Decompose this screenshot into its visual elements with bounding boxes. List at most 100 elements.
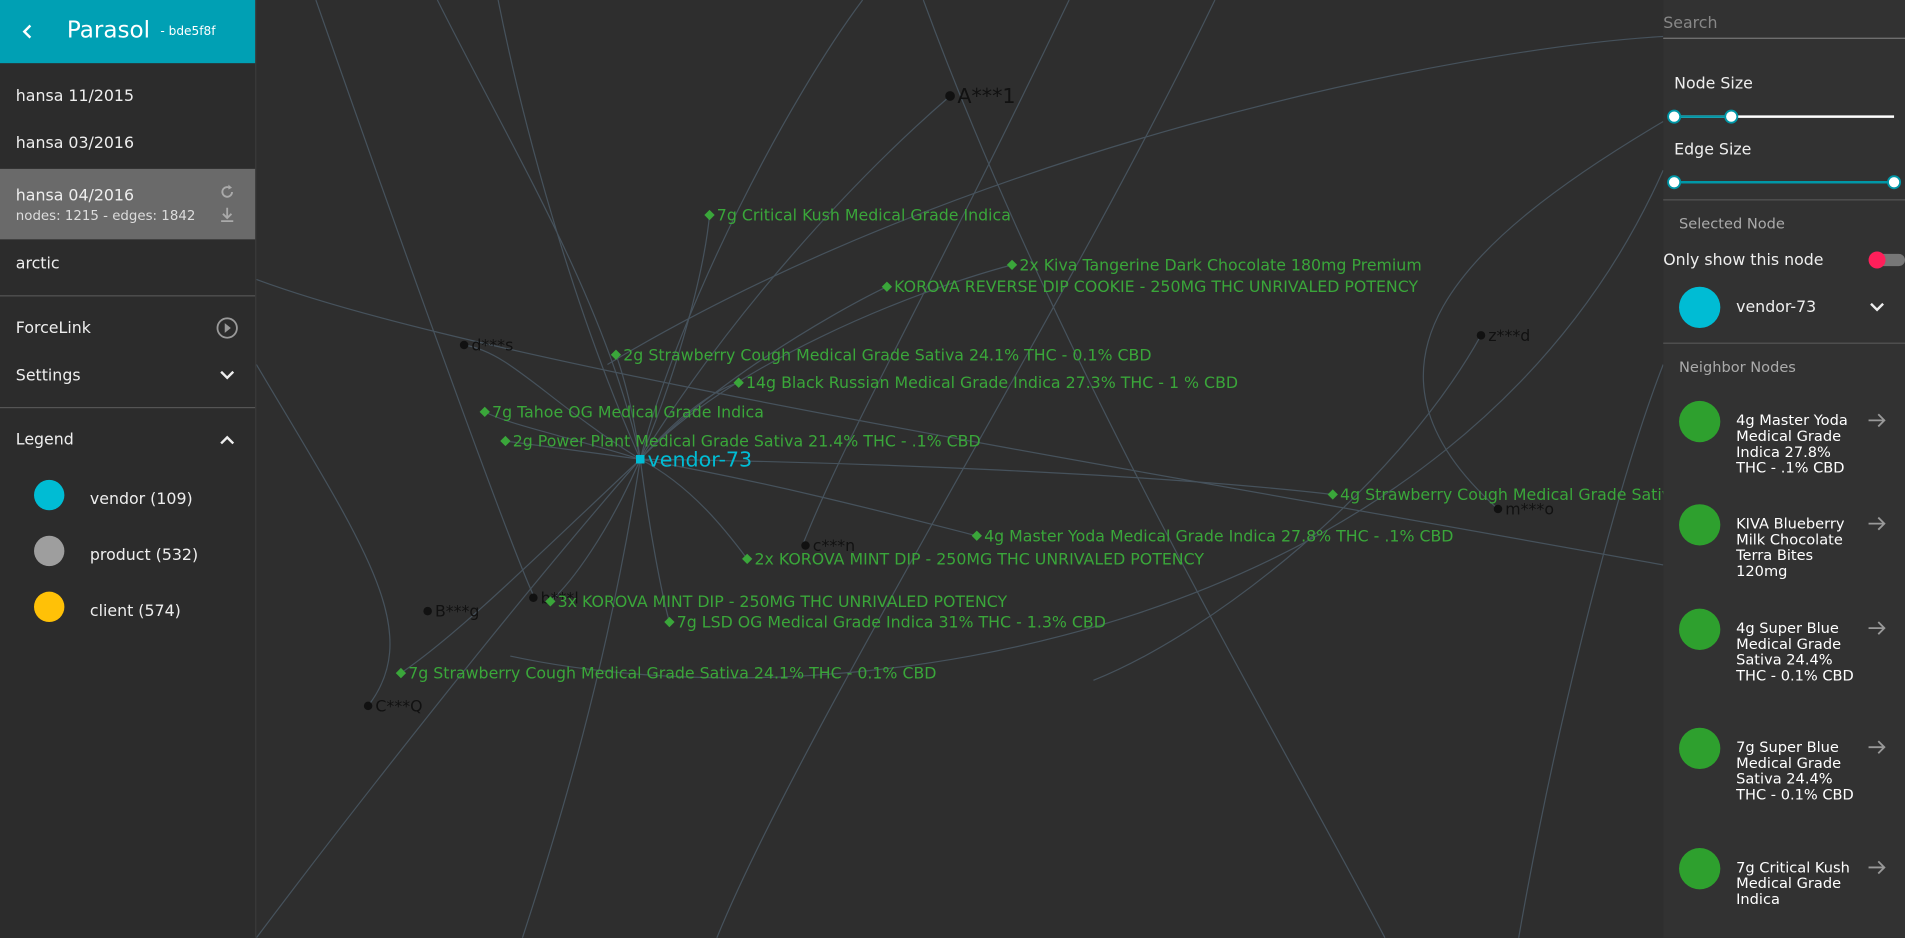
node-label[interactable]: KOROVA REVERSE DIP COOKIE - 250MG THC UN…	[894, 277, 1418, 296]
dataset-item[interactable]: hansa 11/2015	[0, 73, 255, 120]
dataset-name: hansa 11/2015	[15, 87, 135, 106]
dataset-item[interactable]: hansa 03/2016	[0, 120, 255, 167]
product-node	[1006, 259, 1018, 271]
node-size-slider[interactable]	[1663, 107, 1905, 126]
edge	[255, 458, 641, 938]
divider	[1663, 342, 1905, 344]
settings-label: Settings	[15, 366, 81, 386]
divider	[0, 406, 256, 409]
go-icon[interactable]	[1867, 412, 1886, 429]
edge	[1518, 364, 1664, 938]
legend-swatch	[34, 591, 65, 623]
edge	[639, 264, 1013, 460]
edge-size-slider[interactable]	[1663, 173, 1905, 192]
node-label[interactable]: 7g Tahoe OG Medical Grade Indica	[492, 402, 764, 421]
neighbor-name[interactable]: 7g Critical Kush Medical Grade Indica	[1736, 858, 1850, 908]
client-node	[1476, 331, 1486, 340]
edge	[639, 286, 888, 460]
node-label[interactable]: 2g Power Plant Medical Grade Sativa 21.4…	[513, 432, 981, 451]
product-node	[1327, 489, 1338, 500]
edges	[255, 0, 1664, 938]
search-underline	[1663, 37, 1905, 39]
node-label[interactable]: A***1	[957, 84, 1015, 108]
node-label[interactable]: 7g LSD OG Medical Grade Indica 31% THC -…	[677, 613, 1106, 632]
node-label[interactable]: 14g Black Russian Medical Grade Indica 2…	[746, 373, 1238, 392]
legend-swatch	[34, 479, 65, 511]
legend-item: product (532)	[89, 546, 199, 565]
dataset-name: hansa 04/2016	[15, 187, 135, 206]
client-node	[529, 593, 538, 602]
legend-header[interactable]: Legend	[0, 419, 255, 463]
reload-icon[interactable]	[219, 183, 236, 200]
dataset-stats: nodes: 1215 - edges: 1842	[15, 207, 196, 224]
neighbor-name[interactable]: 4g Super Blue Medical Grade Sativa 24.4%…	[1736, 619, 1854, 684]
client-node	[945, 91, 955, 101]
product-node	[971, 530, 982, 541]
node-label[interactable]: 4g Strawberry Cough Medical Grade Sativa…	[1340, 485, 1706, 504]
nodes: A***1 7g Critical Kush Medical Grade Indi…	[363, 84, 1706, 715]
product-node	[704, 209, 715, 221]
search-input[interactable]: Search	[1663, 14, 1718, 33]
edge	[922, 0, 1386, 938]
edge	[640, 458, 1333, 496]
node-label[interactable]: 2g Strawberry Cough Medical Grade Sativa…	[623, 345, 1151, 364]
node-label[interactable]: 2x KOROVA MINT DIP - 250MG THC UNRIVALED…	[754, 549, 1204, 568]
client-node	[363, 701, 373, 711]
node-label[interactable]: 4g Master Yoda Medical Grade Indica 27.8…	[984, 526, 1453, 545]
edge-size-label: Edge Size	[1674, 140, 1752, 160]
product-node	[664, 616, 675, 628]
dataset-item[interactable]: arctic	[0, 241, 255, 288]
play-icon[interactable]	[216, 317, 238, 339]
edge	[639, 459, 671, 623]
node-label[interactable]: 2x Kiva Tangerine Dark Chocolate 180mg P…	[1019, 255, 1421, 274]
neighbor-name[interactable]: KIVA Blueberry Milk Chocolate Terra Bite…	[1736, 515, 1845, 580]
dropdown-icon[interactable]	[1870, 301, 1885, 313]
product-node	[881, 281, 893, 292]
node-label[interactable]: 7g Critical Kush Medical Grade Indica	[717, 206, 1011, 225]
node-label[interactable]: B***g	[435, 602, 480, 621]
expand-icon	[220, 370, 235, 380]
client-node	[423, 606, 432, 616]
edge	[639, 95, 951, 460]
neighbor-name[interactable]: 7g Super Blue Medical Grade Sativa 24.4%…	[1736, 738, 1854, 804]
neighbor-dot	[1679, 400, 1721, 443]
product-node	[479, 406, 490, 418]
download-icon[interactable]	[219, 207, 236, 224]
layout-item[interactable]: ForceLink	[0, 306, 255, 350]
edge	[1093, 335, 1482, 681]
toggle[interactable]	[1865, 249, 1905, 271]
node-label[interactable]: 7g Strawberry Cough Medical Grade Sativa…	[408, 664, 936, 683]
settings-item[interactable]: Settings	[0, 355, 255, 399]
back-icon[interactable]	[19, 23, 36, 40]
node-label[interactable]: C***Q	[375, 696, 422, 715]
client-node	[801, 541, 810, 550]
neighbor-name[interactable]: 4g Master Yoda Medical Grade Indica 27.8…	[1736, 411, 1848, 477]
edge	[505, 440, 641, 460]
neighbor-dot	[1679, 608, 1721, 650]
edge	[639, 214, 711, 460]
node-label[interactable]: z***d	[1488, 326, 1530, 345]
edge	[400, 458, 641, 674]
node-label[interactable]: m***o	[1505, 500, 1554, 519]
go-icon[interactable]	[1867, 739, 1886, 756]
node-label[interactable]: vendor-73	[648, 447, 753, 471]
selected-node-dot	[1679, 286, 1721, 329]
go-icon[interactable]	[1867, 859, 1886, 876]
go-icon[interactable]	[1867, 620, 1886, 637]
neighbor-dot	[1679, 727, 1721, 770]
edge	[497, 0, 641, 460]
legend-title: Legend	[15, 431, 74, 450]
node-label[interactable]: 3x KOROVA MINT DIP - 250MG THC UNRIVALED…	[558, 592, 1008, 611]
edge	[639, 0, 864, 460]
node-label[interactable]: d***s	[471, 336, 513, 355]
dataset-item-selected[interactable]: hansa 04/2016 nodes: 1215 - edges: 1842	[0, 168, 256, 240]
edge	[464, 344, 641, 460]
dataset-name: arctic	[15, 255, 60, 274]
vendor-node	[636, 454, 645, 464]
divider	[0, 295, 256, 297]
node-label[interactable]: c***n	[813, 536, 855, 555]
collapse-icon	[220, 435, 235, 445]
product-node	[610, 349, 622, 360]
go-icon[interactable]	[1867, 515, 1886, 532]
